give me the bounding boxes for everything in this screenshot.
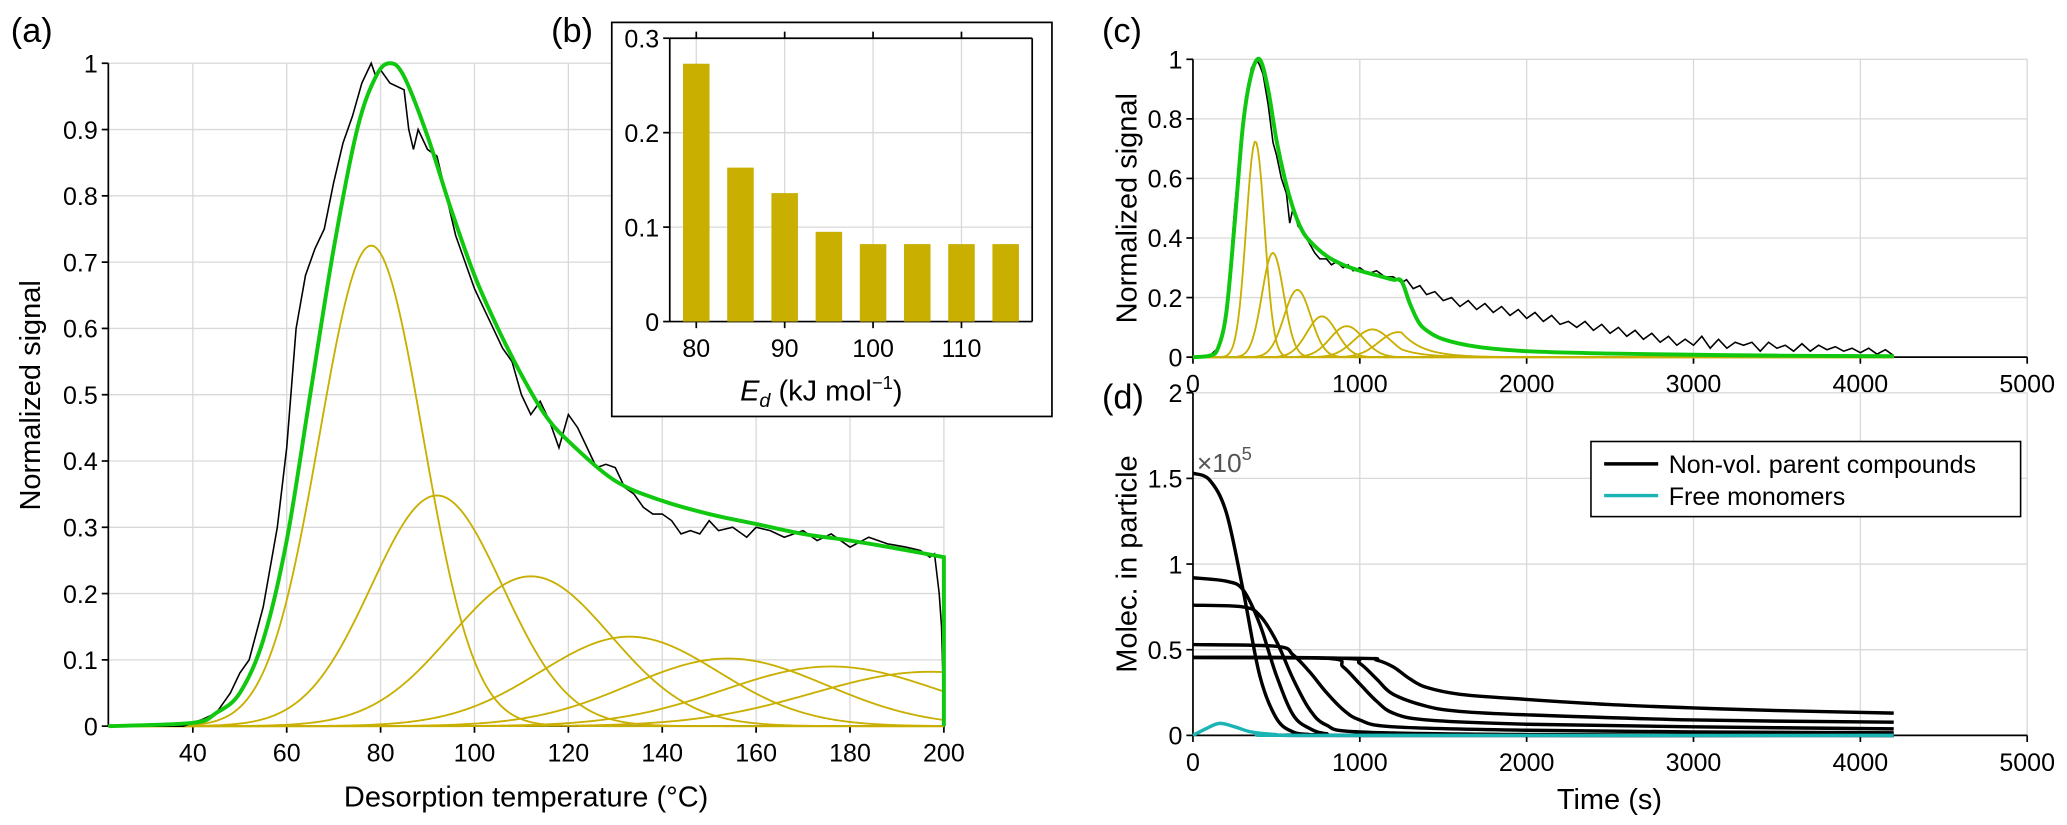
y-tick-label: 0 bbox=[1168, 723, 1182, 751]
x-tick-label: 0 bbox=[1186, 371, 1200, 399]
inset-frame bbox=[610, 21, 1053, 418]
y-tick-label: 0.1 bbox=[624, 214, 659, 242]
y-tick-label: 1 bbox=[1168, 551, 1182, 579]
x-axis-label-part: (kJ mol bbox=[770, 376, 871, 408]
bar bbox=[683, 63, 710, 322]
y-tick-label: 1 bbox=[1168, 47, 1182, 75]
y-tick-label: 0.8 bbox=[63, 183, 98, 211]
y-tick-label: 0 bbox=[1168, 344, 1182, 372]
x-axis-label-part: E bbox=[740, 376, 760, 408]
x-tick-label: 4000 bbox=[1833, 749, 1889, 777]
bar bbox=[859, 244, 887, 322]
panel-label-d: (d) bbox=[1102, 379, 1144, 417]
y-tick-label: 0.6 bbox=[63, 316, 98, 344]
y-tick-label: 0.6 bbox=[1148, 166, 1183, 194]
y-tick-label: 0.7 bbox=[63, 249, 98, 277]
x-tick-label: 2000 bbox=[1499, 749, 1555, 777]
y-tick-label: 0.3 bbox=[624, 25, 659, 53]
x-tick-label: 80 bbox=[682, 335, 710, 363]
bar bbox=[815, 231, 843, 322]
y-tick-label: 0.2 bbox=[63, 581, 98, 609]
fit-line bbox=[1192, 56, 1894, 360]
fit-line bbox=[108, 61, 946, 729]
y-tick-label: 0.2 bbox=[1148, 285, 1183, 313]
x-tick-label: 0 bbox=[1186, 749, 1200, 777]
y-tick-label: 1.5 bbox=[1148, 466, 1183, 494]
y-tick-label: 0.8 bbox=[1148, 106, 1183, 134]
x-tick-label: 80 bbox=[367, 740, 395, 768]
y-tick-label: 0.9 bbox=[63, 117, 98, 145]
x-axis-label-part: ) bbox=[893, 376, 903, 408]
parent-compound-line bbox=[1192, 655, 1894, 715]
y-tick-label: 0.4 bbox=[63, 448, 98, 476]
x-tick-label: 100 bbox=[454, 740, 496, 768]
y-tick-label: 0 bbox=[645, 309, 659, 337]
component-curve bbox=[1192, 140, 1894, 359]
panel-b-inset: 80 90 100 110 0 0.1 0.2 0.3 Ed (kJ mol−1) bbox=[610, 21, 1053, 418]
measured-signal-line bbox=[1192, 57, 1895, 358]
x-axis-label-part: −1 bbox=[872, 372, 893, 393]
panel-label-c: (c) bbox=[1102, 12, 1142, 50]
x-axis-label-a: Desorption temperature (°C) bbox=[344, 782, 708, 814]
x-tick-label: 5000 bbox=[1999, 749, 2055, 777]
x-tick-label: 90 bbox=[771, 335, 799, 363]
x-axis-label-b: Ed (kJ mol−1) bbox=[740, 372, 902, 412]
y-axis-label-c: Normalized signal bbox=[1111, 93, 1143, 323]
y-tick-label: 0.3 bbox=[63, 515, 98, 543]
x-tick-label: 1000 bbox=[1332, 749, 1388, 777]
legend: Non-vol. parent compounds Free monomers bbox=[1590, 440, 2022, 518]
x-tick-label: 110 bbox=[942, 335, 982, 363]
x-tick-label: 180 bbox=[829, 740, 871, 768]
panel-d: 0 1000 2000 3000 4000 5000 0 0.5 1 1.5 2 ×105 Non-vo… bbox=[1148, 380, 2055, 777]
x-tick-label: 140 bbox=[641, 740, 683, 768]
y-tick-label: 1 bbox=[84, 50, 98, 78]
panel-label-b: (b) bbox=[551, 12, 593, 50]
x-axis-label-d: Time (s) bbox=[1557, 784, 1662, 816]
x-tick-label: 60 bbox=[273, 740, 301, 768]
legend-label: Non-vol. parent compounds bbox=[1669, 451, 1976, 479]
bar bbox=[771, 193, 798, 322]
free-monomers-line bbox=[1192, 721, 1894, 738]
y-tick-label: 0.4 bbox=[1148, 225, 1183, 253]
parent-compound-line bbox=[1192, 655, 1894, 731]
x-tick-label: 100 bbox=[852, 335, 894, 363]
x-tick-label: 120 bbox=[547, 740, 589, 768]
panel-label-a: (a) bbox=[11, 12, 53, 50]
legend-box bbox=[1590, 440, 2022, 518]
y-tick-label: 2 bbox=[1168, 380, 1182, 408]
x-tick-label: 200 bbox=[923, 740, 965, 768]
bar bbox=[948, 244, 975, 322]
component-curve bbox=[108, 670, 944, 728]
legend-label: Free monomers bbox=[1669, 483, 1846, 511]
x-tick-label: 40 bbox=[179, 740, 207, 768]
bar bbox=[992, 244, 1019, 322]
parent-compound-line bbox=[1192, 642, 1894, 735]
y-tick-label: 0.1 bbox=[63, 647, 98, 675]
scale-base: ×10 bbox=[1197, 448, 1242, 478]
y-tick-label: 0.2 bbox=[624, 120, 659, 148]
y-tick-label: 0.5 bbox=[1148, 637, 1183, 665]
x-tick-label: 3000 bbox=[1666, 749, 1722, 777]
y-tick-label: 0 bbox=[84, 713, 98, 741]
bar bbox=[904, 244, 931, 322]
y-axis-label-a: Normalized signal bbox=[15, 280, 47, 510]
axis-scale-multiplier: ×105 bbox=[1197, 443, 1252, 478]
x-axis-label-part: d bbox=[759, 390, 771, 412]
scale-exponent: 5 bbox=[1242, 443, 1252, 464]
y-tick-label: 0.5 bbox=[63, 382, 98, 410]
x-tick-label: 160 bbox=[735, 740, 777, 768]
y-axis-label-d: Molec. in particle bbox=[1111, 455, 1143, 672]
component-curve bbox=[1192, 251, 1894, 359]
bar bbox=[727, 167, 754, 322]
component-curve bbox=[108, 575, 944, 728]
